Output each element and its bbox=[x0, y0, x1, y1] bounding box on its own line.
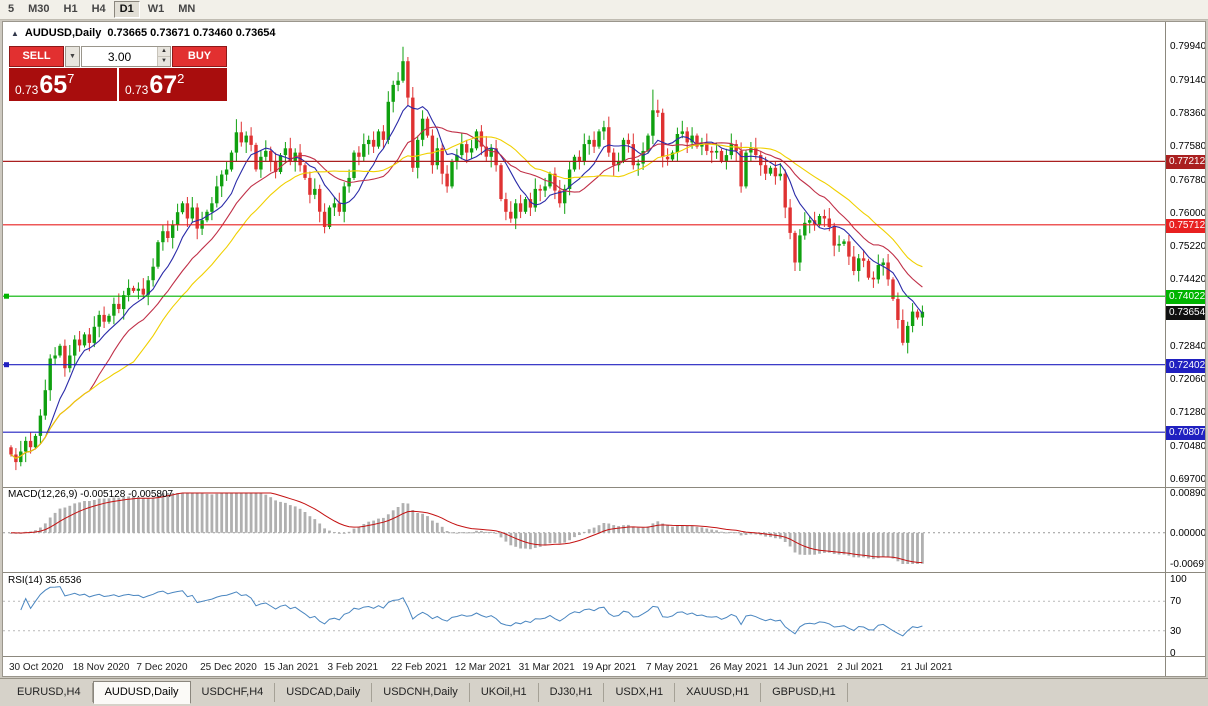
chart-ohlc-values: 0.73665 0.73671 0.73460 0.73654 bbox=[107, 27, 276, 39]
timeframe-button-h4[interactable]: H4 bbox=[91, 3, 106, 15]
volume-input[interactable] bbox=[82, 47, 158, 66]
chart-tab-dj30-h1[interactable]: DJ30,H1 bbox=[539, 683, 605, 702]
timeframe-button-5[interactable]: 5 bbox=[8, 3, 15, 15]
chart-marker-icon: ▲ bbox=[11, 28, 19, 38]
timeframe-button-d1[interactable]: D1 bbox=[113, 1, 140, 18]
candles-layer bbox=[9, 46, 925, 471]
volume-decrease-icon[interactable]: ▼ bbox=[158, 56, 170, 66]
macd-indicator-label: MACD(12,26,9) -0.005128 -0.005807 bbox=[8, 489, 174, 500]
timeframe-button-mn[interactable]: MN bbox=[178, 3, 196, 15]
trade-options-dropdown-icon[interactable]: ▼ bbox=[65, 46, 80, 67]
price-level-tag[interactable]: 0.77212 bbox=[1166, 155, 1205, 170]
rsi-line bbox=[20, 586, 923, 637]
one-click-trading-panel: SELL ▼ ▲ ▼ BUY 0.73 65 7 0.73 67 2 bbox=[9, 46, 227, 101]
volume-spinner: ▲ ▼ bbox=[157, 47, 170, 66]
buy-price-display[interactable]: 0.73 67 2 bbox=[119, 68, 227, 101]
sell-price-big: 65 bbox=[39, 71, 68, 99]
sell-button[interactable]: SELL bbox=[9, 46, 64, 67]
buy-button[interactable]: BUY bbox=[172, 46, 227, 67]
rsi-indicator-label: RSI(14) 35.6536 bbox=[8, 575, 82, 586]
chart-tab-eurusd-h4[interactable]: EURUSD,H4 bbox=[6, 683, 93, 702]
chart-symbol: AUDUSD,Daily bbox=[24, 27, 102, 39]
level-handle bbox=[4, 293, 9, 299]
chart-tab-gbpusd-h1[interactable]: GBPUSD,H1 bbox=[761, 683, 848, 702]
chart-tab-audusd-daily[interactable]: AUDUSD,Daily bbox=[92, 681, 191, 704]
chart-tab-usdcnh-daily[interactable]: USDCNH,Daily bbox=[372, 683, 470, 702]
chart-tab-ukoil-h1[interactable]: UKOil,H1 bbox=[470, 683, 539, 702]
price-level-tag[interactable]: 0.75712 bbox=[1166, 218, 1205, 233]
macd-signal-line bbox=[10, 492, 923, 564]
price-level-tag[interactable]: 0.72402 bbox=[1166, 358, 1205, 373]
timeframe-button-w1[interactable]: W1 bbox=[147, 3, 165, 15]
volume-box: ▲ ▼ bbox=[81, 46, 171, 67]
price-chart-svg[interactable] bbox=[3, 22, 1206, 677]
price-level-tag[interactable]: 0.74022 bbox=[1166, 290, 1205, 305]
chart-tab-xauusd-h1[interactable]: XAUUSD,H1 bbox=[675, 683, 762, 702]
moving-average-medium bbox=[10, 126, 923, 459]
buy-price-big: 67 bbox=[149, 71, 178, 99]
sell-price-sup: 7 bbox=[67, 71, 75, 86]
chart-symbol-header: ▲ AUDUSD,Daily 0.73665 0.73671 0.73460 0… bbox=[11, 27, 276, 39]
chart-tab-usdx-h1[interactable]: USDX,H1 bbox=[604, 683, 676, 702]
chart-tab-bar: EURUSD,H4 AUDUSD,Daily USDCHF,H4 USDCAD,Dai… bbox=[0, 678, 1208, 706]
sell-price-display[interactable]: 0.73 65 7 bbox=[9, 68, 117, 101]
buy-price-prefix: 0.73 bbox=[125, 83, 149, 97]
timeframe-toolbar: 5 M30 H1 H4 D1 W1 MN bbox=[0, 0, 1208, 20]
macd-histogram bbox=[9, 493, 924, 564]
chart-tab-usdchf-h4[interactable]: USDCHF,H4 bbox=[191, 683, 276, 702]
price-level-tag[interactable]: 0.70807 bbox=[1166, 426, 1205, 441]
current-price-tag: 0.73654 bbox=[1166, 305, 1205, 320]
moving-average-slow bbox=[10, 136, 923, 459]
volume-increase-icon[interactable]: ▲ bbox=[158, 47, 170, 56]
sell-price-prefix: 0.73 bbox=[15, 83, 39, 97]
timeframe-button-m30[interactable]: M30 bbox=[28, 3, 50, 15]
buy-price-sup: 2 bbox=[177, 71, 185, 86]
level-handle bbox=[4, 362, 9, 368]
chart-tab-usdcad-daily[interactable]: USDCAD,Daily bbox=[275, 683, 373, 702]
chart-window[interactable]: ▲ AUDUSD,Daily 0.73665 0.73671 0.73460 0… bbox=[2, 21, 1206, 677]
timeframe-button-h1[interactable]: H1 bbox=[63, 3, 78, 15]
